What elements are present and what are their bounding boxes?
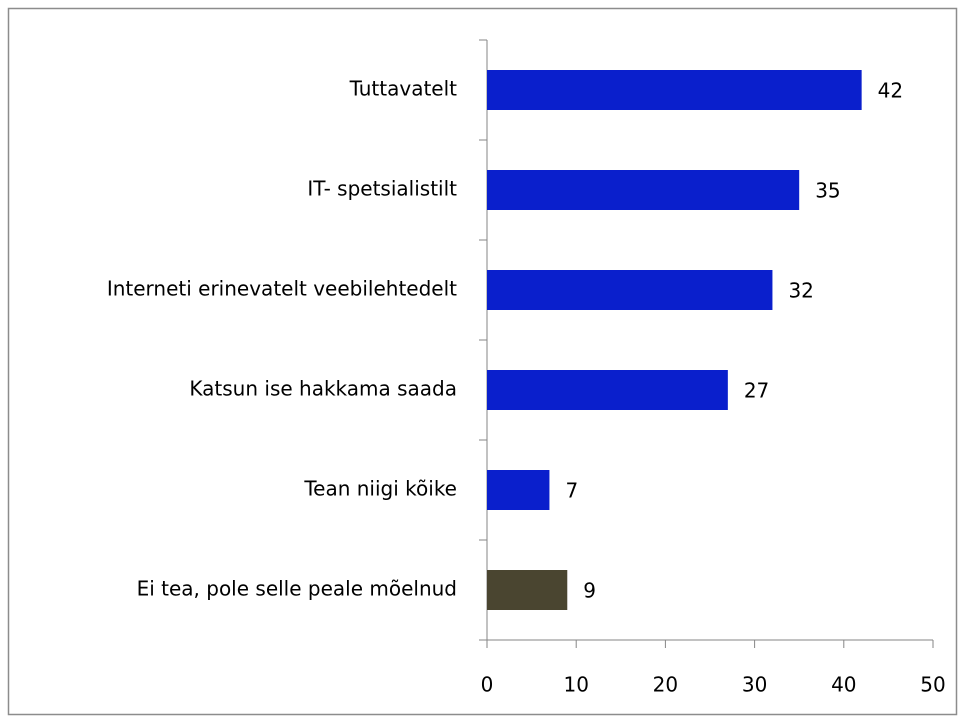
x-tick-label: 20: [653, 673, 678, 697]
value-label: 7: [565, 479, 578, 503]
value-label: 42: [878, 79, 903, 103]
x-tick-label: 10: [563, 673, 588, 697]
y-tick-label: Katsun ise hakkama saada: [189, 377, 457, 401]
x-tick-label: 0: [481, 673, 494, 697]
y-tick-label: Ei tea, pole selle peale mõelnud: [137, 577, 457, 601]
y-tick-label: Interneti erinevatelt veebilehtedelt: [107, 277, 457, 301]
value-label: 35: [815, 179, 840, 203]
x-tick-label: 50: [920, 673, 945, 697]
bar: [487, 270, 773, 310]
chart-frame: [7, 7, 958, 716]
value-label: 27: [744, 379, 769, 403]
bar: [487, 470, 550, 510]
bar: [487, 170, 800, 210]
x-tick-label: 30: [742, 673, 767, 697]
value-label: 9: [583, 579, 596, 603]
x-tick-label: 40: [831, 673, 856, 697]
value-label: 32: [788, 279, 813, 303]
y-tick-label: IT- spetsialistilt: [307, 177, 457, 201]
bar: [487, 570, 568, 610]
bar: [487, 370, 728, 410]
y-tick-label: Tuttavatelt: [349, 77, 458, 101]
y-tick-label: Tean niigi kõike: [303, 477, 457, 501]
bar: [487, 70, 862, 110]
